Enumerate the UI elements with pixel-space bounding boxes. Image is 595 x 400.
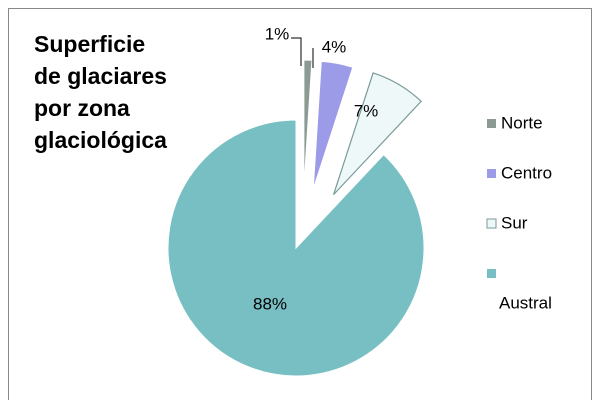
pie-slice [332, 72, 423, 196]
data-label: 88% [253, 294, 287, 313]
data-label: 1% [265, 24, 290, 43]
pie-slice [312, 60, 354, 190]
legend-swatch [486, 218, 497, 229]
legend-swatch [487, 269, 496, 278]
data-label: 7% [354, 101, 379, 120]
legend-label: Sur [501, 213, 528, 232]
legend-label: Centro [501, 163, 552, 182]
legend-swatch [487, 119, 496, 128]
chart-title: Superficie de glaciares por zona glaciol… [34, 31, 167, 153]
pie-slice [303, 59, 313, 189]
data-label: 4% [322, 37, 347, 56]
pie-slice [167, 119, 425, 377]
legend-label: Norte [501, 113, 543, 132]
leader-line [291, 37, 302, 66]
legend-swatch [487, 169, 496, 178]
legend-label: Austral [499, 293, 552, 312]
